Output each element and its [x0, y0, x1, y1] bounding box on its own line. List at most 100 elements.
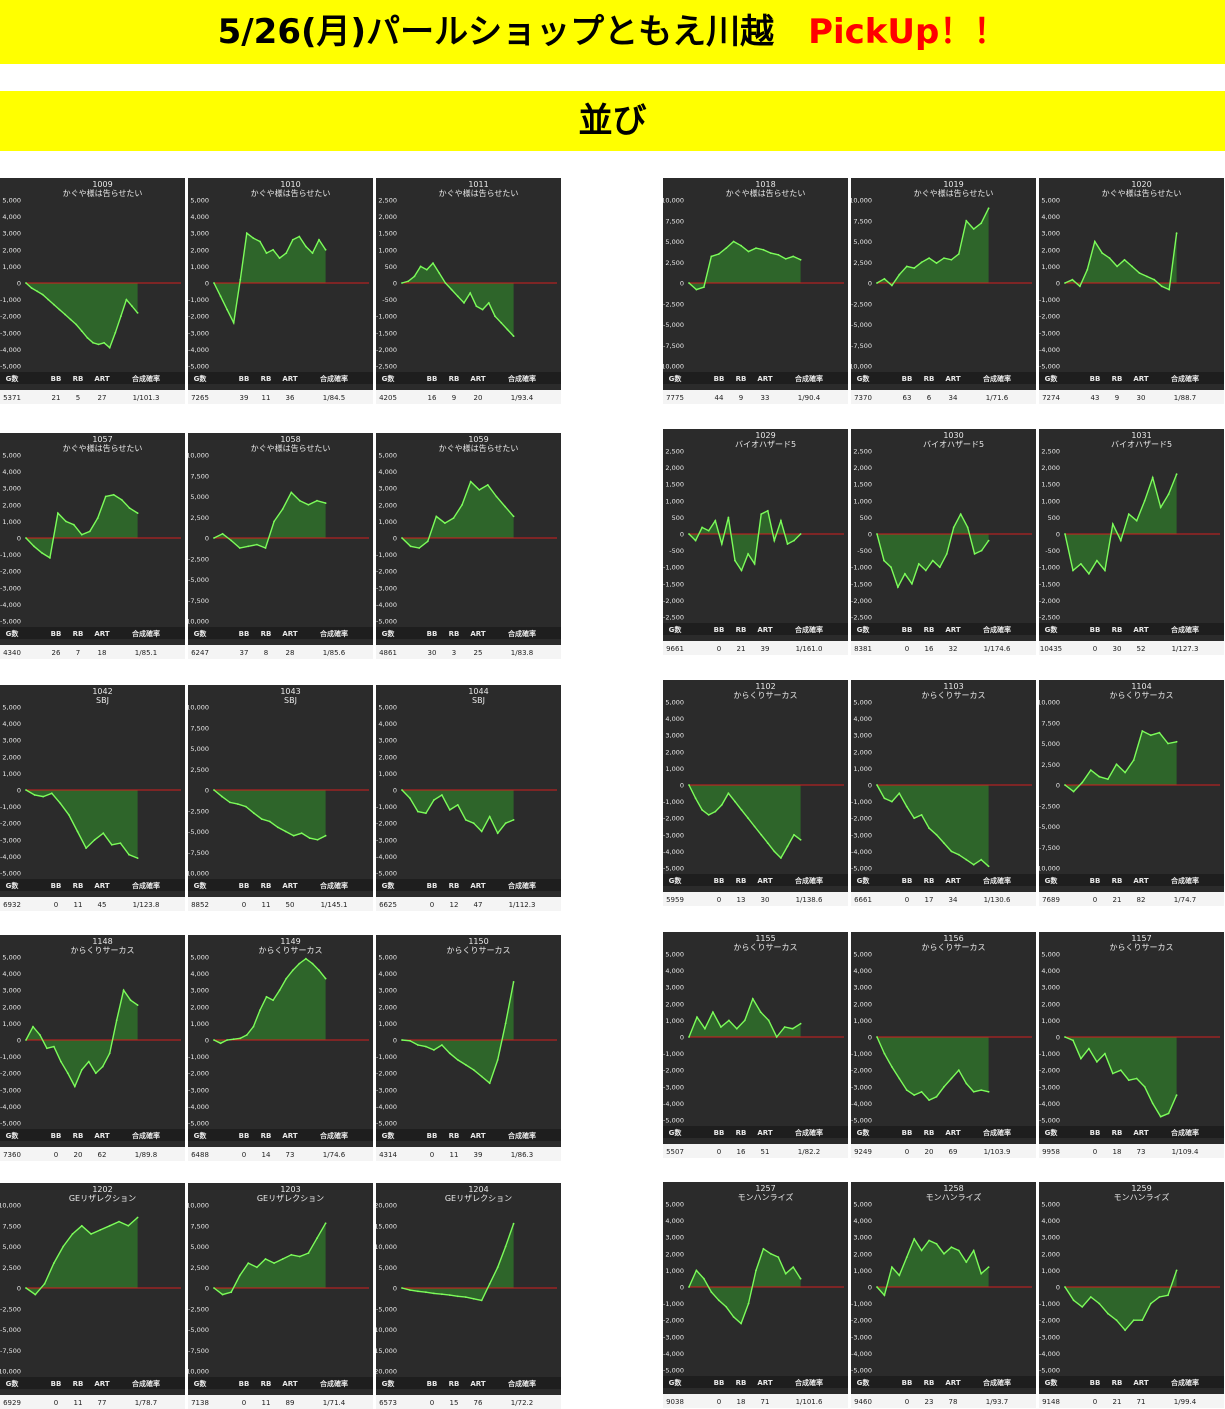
y-tick-label: 20,000	[376, 1202, 397, 1210]
data-point	[732, 1316, 735, 1318]
data-point	[1086, 268, 1089, 271]
data-point	[891, 1066, 893, 1068]
data-point	[311, 962, 314, 965]
stats-header-cell: G数	[857, 1128, 871, 1137]
data-point	[456, 1295, 459, 1298]
data-point	[1072, 790, 1075, 793]
y-tick-label: -2,500	[188, 1305, 209, 1313]
data-point	[99, 1229, 102, 1231]
data-point	[755, 247, 757, 249]
data-point	[950, 1077, 953, 1080]
data-point	[972, 863, 975, 866]
y-tick-label: 0	[205, 535, 209, 543]
stats-value-cell: 10435	[1040, 645, 1062, 653]
chart-background	[0, 433, 185, 659]
data-point	[727, 516, 730, 519]
stats-value-cell: 27	[98, 394, 107, 402]
data-point	[694, 539, 697, 542]
data-point	[34, 1293, 37, 1296]
machine-number: 1058	[280, 435, 300, 444]
stats-value-cell: 1/78.7	[135, 1399, 157, 1407]
y-tick-label: 10,000	[188, 1202, 209, 1210]
y-tick-label: 1,000	[665, 497, 684, 505]
y-tick-label: -2,000	[376, 1070, 397, 1078]
data-point	[793, 539, 795, 542]
stats-header-cell: BB	[427, 1380, 438, 1388]
data-point	[898, 273, 901, 276]
stats-header-row	[1039, 1126, 1224, 1138]
stats-value-cell: 36	[286, 394, 295, 402]
y-tick-label: 7,500	[190, 472, 209, 480]
stats-value-cell: 0	[430, 1399, 434, 1407]
stats-value-cell: 9	[1115, 394, 1119, 402]
stats-header-cell: RB	[1112, 375, 1123, 383]
stats-header-row	[663, 874, 848, 886]
stats-header-cell: ART	[282, 630, 297, 638]
stats-value-cell: 69	[949, 1148, 958, 1156]
chart-background	[1039, 680, 1224, 906]
data-point	[316, 499, 318, 502]
data-point	[426, 540, 429, 543]
machine-group: 1042 SBJ 5,000 4,000 3,000 2,000 1,000 0 -1,000-…	[0, 685, 564, 911]
data-point	[1088, 572, 1090, 575]
y-tick-label: -1,000	[851, 1300, 872, 1308]
y-tick-label: 1,000	[378, 246, 397, 254]
data-point	[276, 826, 279, 829]
y-tick-label: -2,000	[1039, 1067, 1060, 1075]
y-tick-label: 4,000	[2, 720, 21, 728]
y-tick-label: -2,000	[663, 597, 684, 605]
data-point	[773, 539, 776, 542]
data-point	[688, 1036, 690, 1038]
stats-header-cell: ART	[945, 626, 960, 634]
y-tick-label: -3,000	[851, 1083, 872, 1091]
data-point	[1159, 506, 1162, 509]
data-point	[264, 547, 267, 549]
y-tick-label: 7,500	[853, 217, 872, 225]
stats-header-row	[0, 879, 185, 891]
data-point	[1115, 763, 1118, 766]
y-tick-label: -10,000	[0, 1368, 21, 1376]
y-tick-label: 3,000	[2, 737, 21, 745]
y-tick-label: 5,000	[665, 1201, 684, 1209]
stats-header-cell: G数	[382, 1131, 396, 1140]
data-point	[213, 1287, 215, 1289]
stats-value-cell: 0	[717, 645, 721, 653]
data-point	[46, 1047, 48, 1050]
data-point	[64, 313, 66, 316]
chart-background	[851, 1182, 1036, 1408]
stats-header-cell: RB	[73, 882, 84, 890]
stats-value-cell: 7370	[854, 394, 872, 402]
y-tick-label: -15,000	[376, 1347, 397, 1355]
series-area	[214, 492, 326, 548]
stats-value-cell: 1/83.8	[511, 649, 533, 657]
data-point	[469, 292, 472, 294]
y-tick-label: 3,000	[190, 230, 209, 238]
y-tick-label: 5,000	[665, 699, 684, 707]
stats-value-cell: 9460	[854, 1398, 872, 1406]
data-point	[75, 323, 78, 326]
stats-header-cell: 合成確率	[1170, 1128, 1199, 1137]
y-tick-label: -5,000	[851, 321, 872, 329]
data-point	[311, 252, 314, 254]
y-tick-label: 1,500	[853, 481, 872, 489]
y-tick-label: 4,000	[2, 468, 21, 476]
stats-header-cell: BB	[239, 375, 250, 383]
data-point	[1119, 539, 1122, 542]
stats-header-cell: RB	[261, 882, 272, 890]
y-tick-label: -5,000	[188, 1326, 209, 1334]
stats-header-cell: BB	[902, 375, 913, 383]
y-tick-label: -1,000	[0, 551, 21, 559]
y-tick-label: 10,000	[663, 197, 684, 205]
stats-header-row	[1039, 372, 1224, 384]
page-title: 5/26(月)パールショップともえ川越	[217, 12, 775, 52]
y-tick-label: 2,000	[378, 501, 397, 509]
stats-header-row	[0, 372, 185, 384]
y-tick-label: -7,500	[188, 1347, 209, 1355]
stats-header-row	[851, 623, 1036, 635]
series-line	[688, 240, 801, 291]
series-line	[1064, 1270, 1178, 1332]
series-area	[26, 283, 138, 348]
y-tick-label: 0	[17, 1285, 21, 1293]
